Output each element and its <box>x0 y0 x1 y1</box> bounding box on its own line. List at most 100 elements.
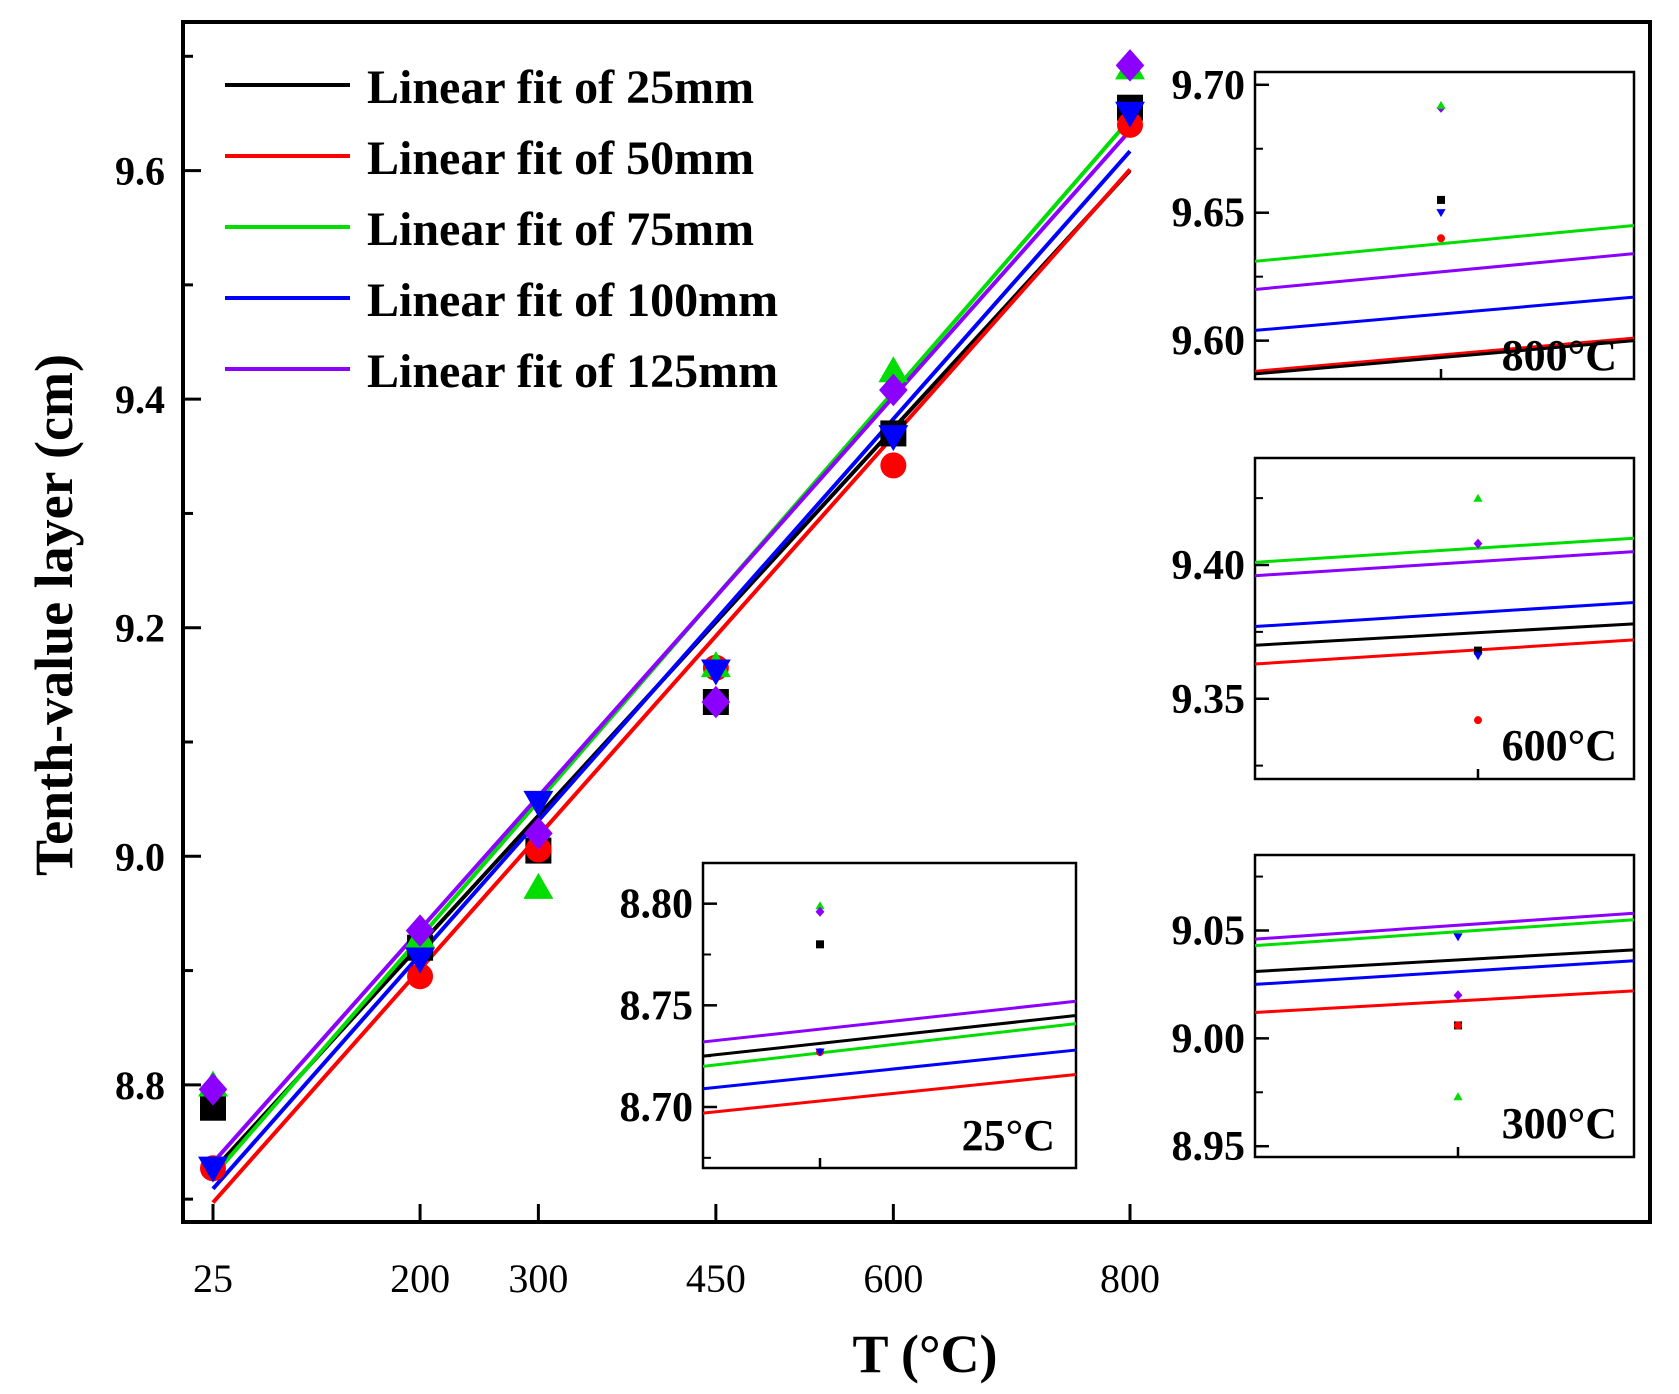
legend-label-50mm: Linear fit of 50mm <box>367 132 754 185</box>
y-tick-label: 9.6 <box>115 149 165 194</box>
inset-fit-25mm <box>1254 339 1635 376</box>
inset-marker-75mm <box>1453 1092 1463 1101</box>
inset-y-tick-label: 9.40 <box>1172 543 1246 589</box>
inset-fit-125mm <box>1254 911 1635 941</box>
inset-y-tick-label: 8.80 <box>620 882 694 928</box>
x-tick-label: 200 <box>390 1256 450 1301</box>
main-plot: 8.8 9.0 9.2 9.4 9.6 25 200 300 450 600 800 <box>115 20 1652 1301</box>
marker-50mm <box>407 963 434 990</box>
inset-title: 800°C <box>1502 331 1617 380</box>
inset-fit-50mm <box>1254 638 1635 666</box>
marker-125mm <box>524 817 553 850</box>
legend-label-25mm: Linear fit of 25mm <box>367 61 754 114</box>
inset-marker-100mm <box>1473 652 1483 661</box>
inset-marker-25mm <box>1474 646 1482 655</box>
marker-100mm <box>405 947 436 974</box>
marker-100mm <box>198 1156 228 1183</box>
x-tick-label: 600 <box>863 1256 923 1301</box>
inset-fit-75mm <box>1254 536 1635 564</box>
inset-y-tick-label: 9.65 <box>1172 191 1246 237</box>
inset-y-tick-label: 9.00 <box>1172 1016 1246 1062</box>
inset-600C: 9.35 9.40 600°C <box>1172 456 1636 781</box>
x-tick-label: 300 <box>508 1256 568 1301</box>
marker-50mm <box>880 452 907 479</box>
inset-fit-125mm <box>702 999 1077 1044</box>
inset-y-tick-label: 9.35 <box>1172 677 1246 723</box>
y-tick-label: 9.2 <box>115 606 165 651</box>
inset-marker-100mm <box>815 1048 825 1057</box>
inset-fit-75mm <box>1254 918 1635 948</box>
marker-75mm <box>878 356 909 383</box>
y-tick-label: 8.8 <box>115 1063 165 1108</box>
inset-marker-25mm <box>816 940 824 949</box>
inset-fit-100mm <box>702 1048 1077 1091</box>
marker-100mm <box>523 790 554 817</box>
inset-fit-50mm <box>702 1072 1077 1115</box>
inset-fit-125mm <box>1254 550 1635 578</box>
fit-line-50mm <box>211 168 1132 1204</box>
inset-title: 300°C <box>1502 1099 1617 1148</box>
inset-fit-75mm <box>1254 224 1635 263</box>
inset-y-tick-label: 9.60 <box>1172 319 1246 365</box>
inset-marker-125mm <box>1453 990 1463 1001</box>
y-tick-label: 9.0 <box>115 834 165 879</box>
fit-line-125mm <box>211 129 1132 1164</box>
inset-title: 25°C <box>962 1111 1055 1160</box>
inset-fit-50mm <box>1254 336 1635 373</box>
inset-y-tick-label: 8.70 <box>620 1085 694 1131</box>
inset-marker-125mm <box>815 906 825 917</box>
inset-frame <box>1253 456 1636 781</box>
marker-75mm <box>523 872 554 899</box>
inset-y-tick-label: 9.70 <box>1172 63 1246 109</box>
y-axis-title: Tenth-value layer (cm) <box>24 354 84 876</box>
marker-125mm <box>701 685 731 719</box>
inset-800C: 9.60 9.65 9.70 800°C <box>1172 63 1636 381</box>
inset-title: 600°C <box>1502 721 1617 770</box>
marker-125mm <box>198 1073 228 1106</box>
inset-fit-25mm <box>1254 948 1635 973</box>
inset-marker-75mm <box>815 901 825 910</box>
inset-fit-100mm <box>1254 600 1635 629</box>
inset-300C: 8.95 9.00 9.05 300°C <box>1172 853 1636 1170</box>
fit-line-100mm <box>211 149 1132 1191</box>
inset-fit-125mm <box>1254 252 1635 291</box>
inset-fit-25mm <box>1254 622 1635 647</box>
x-tick-label: 25 <box>193 1256 233 1301</box>
insets: 8.70 8.75 8.80 25°C 8.95 9.00 9.05 300°C 9.35 9.4… <box>620 63 1636 1170</box>
inset-marker-50mm <box>1474 716 1482 725</box>
inset-y-tick-label: 8.75 <box>620 983 694 1029</box>
legend-label-100mm: Linear fit of 100mm <box>367 274 778 327</box>
marker-125mm <box>879 373 908 407</box>
legend-label-125mm: Linear fit of 125mm <box>367 345 778 398</box>
inset-marker-125mm <box>1473 538 1483 549</box>
legend: Linear fit of 25mm Linear fit of 50mm Line… <box>225 61 778 398</box>
marker-100mm <box>1115 101 1145 128</box>
inset-marker-75mm <box>1436 100 1446 109</box>
inset-frame <box>701 861 1078 1170</box>
marker-100mm <box>878 425 909 452</box>
legend-label-75mm: Linear fit of 75mm <box>367 203 754 256</box>
inset-marker-100mm <box>1436 209 1446 218</box>
x-tick-label: 450 <box>686 1256 746 1301</box>
inset-y-tick-label: 8.95 <box>1172 1124 1246 1170</box>
inset-marker-25mm <box>1437 195 1445 204</box>
inset-fit-100mm <box>1254 959 1635 986</box>
plot-frame <box>181 20 1652 1224</box>
inset-frame <box>1253 70 1636 381</box>
marker-100mm <box>700 659 731 686</box>
inset-fit-25mm <box>702 1014 1077 1058</box>
inset-fit-75mm <box>702 1022 1077 1068</box>
inset-marker-50mm <box>1437 234 1445 243</box>
x-tick-label: 800 <box>1100 1256 1160 1301</box>
inset-marker-100mm <box>1453 933 1463 942</box>
inset-fit-50mm <box>1254 989 1635 1014</box>
inset-fit-100mm <box>1254 295 1635 332</box>
marker-125mm <box>1115 49 1145 82</box>
y-tick-label: 9.4 <box>115 377 165 422</box>
x-axis-title: T (°C) <box>852 1324 997 1384</box>
marker-125mm <box>405 914 435 947</box>
inset-marker-50mm <box>1454 1021 1462 1030</box>
inset-marker-75mm <box>1473 493 1483 502</box>
inset-frame <box>1253 853 1636 1159</box>
